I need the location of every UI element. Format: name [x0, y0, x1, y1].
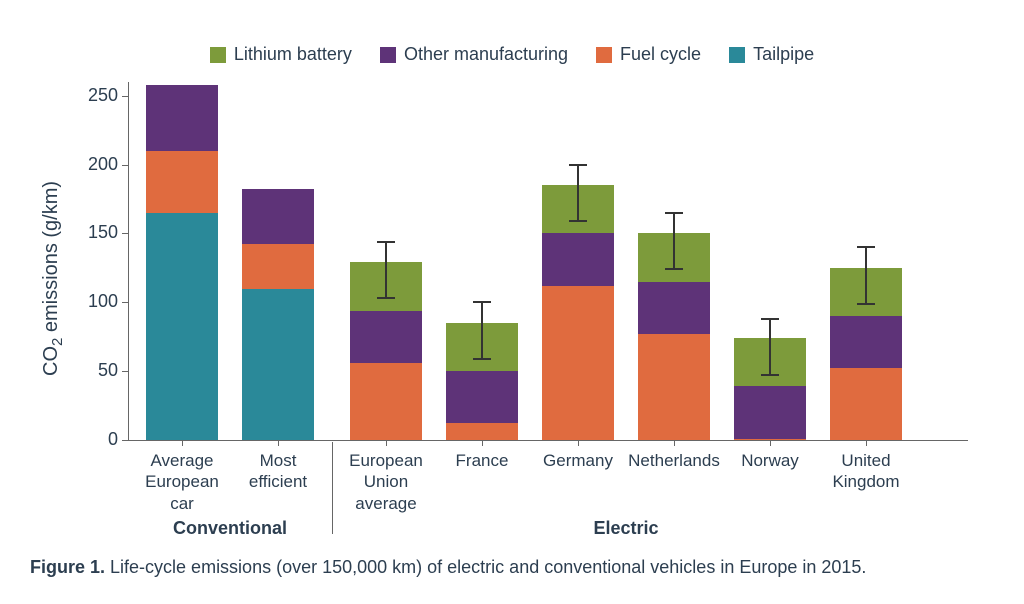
error-bar-cap-high [569, 164, 587, 166]
figure-caption: Figure 1. Life-cycle emissions (over 150… [30, 554, 990, 580]
error-bar-cap-low [569, 220, 587, 222]
error-bar-cap-low [665, 268, 683, 270]
group-label-electric: Electric [330, 518, 922, 539]
figure-container: Lithium battery Other manufacturing Fuel c… [0, 0, 1024, 604]
y-tick-label: 200 [68, 154, 118, 175]
bar-germany [542, 82, 614, 440]
y-tick-label: 100 [68, 291, 118, 312]
y-tick-label: 250 [68, 85, 118, 106]
legend-label-other_mfg: Other manufacturing [404, 44, 568, 65]
y-axis-line [128, 82, 129, 440]
y-tick [122, 233, 128, 234]
error-bar-stem [865, 247, 867, 303]
bar-avg_eu_car [146, 82, 218, 440]
error-bar-stem [577, 165, 579, 221]
error-bar-stem [673, 213, 675, 269]
bar-seg-fuel_cycle [350, 363, 422, 440]
error-bar-cap-low [377, 297, 395, 299]
error-bar-cap-high [377, 241, 395, 243]
bar-seg-other_mfg [350, 311, 422, 363]
legend-item-tailpipe: Tailpipe [729, 44, 814, 65]
bar-seg-other_mfg [830, 316, 902, 368]
legend: Lithium battery Other manufacturing Fuel c… [0, 44, 1024, 65]
x-tick [278, 440, 279, 446]
bar-label-germany: Germany [523, 450, 633, 471]
bar-seg-fuel_cycle [242, 244, 314, 288]
x-tick [674, 440, 675, 446]
bar-seg-other_mfg [542, 233, 614, 285]
bar-label-france: France [427, 450, 537, 471]
bar-seg-other_mfg [638, 282, 710, 334]
error-bar-cap-high [761, 318, 779, 320]
bar-seg-tailpipe [242, 289, 314, 440]
bar-france [446, 82, 518, 440]
bar-norway [734, 82, 806, 440]
bar-label-most_eff: Mostefficient [223, 450, 333, 493]
bar-eu_avg [350, 82, 422, 440]
caption-prefix: Figure 1. [30, 557, 105, 577]
error-bar-cap-high [473, 301, 491, 303]
x-tick [482, 440, 483, 446]
x-tick [182, 440, 183, 446]
plot-area: 050100150200250AverageEuropeancarMosteff… [128, 82, 968, 440]
bar-label-eu_avg: EuropeanUnionaverage [331, 450, 441, 514]
legend-label-lithium: Lithium battery [234, 44, 352, 65]
caption-text: Life-cycle emissions (over 150,000 km) o… [110, 557, 866, 577]
error-bar-cap-high [665, 212, 683, 214]
error-bar-cap-low [857, 303, 875, 305]
y-tick [122, 165, 128, 166]
group-label-conventional: Conventional [126, 518, 334, 539]
y-axis-label: CO2 emissions (g/km) [40, 181, 66, 376]
bar-seg-fuel_cycle [146, 151, 218, 213]
bar-label-norway: Norway [715, 450, 825, 471]
x-tick [770, 440, 771, 446]
legend-swatch-lithium [210, 47, 226, 63]
legend-item-fuel_cycle: Fuel cycle [596, 44, 701, 65]
bar-most_eff [242, 82, 314, 440]
bar-seg-other_mfg [446, 371, 518, 423]
error-bar-stem [481, 302, 483, 358]
error-bar-cap-high [857, 246, 875, 248]
error-bar-cap-low [473, 358, 491, 360]
bar-seg-other_mfg [146, 85, 218, 151]
legend-item-other_mfg: Other manufacturing [380, 44, 568, 65]
y-tick [122, 371, 128, 372]
y-tick [122, 440, 128, 441]
x-tick [386, 440, 387, 446]
y-tick-label: 50 [68, 360, 118, 381]
legend-label-fuel_cycle: Fuel cycle [620, 44, 701, 65]
bar-seg-other_mfg [734, 386, 806, 438]
error-bar-stem [769, 319, 771, 375]
bar-seg-fuel_cycle [446, 423, 518, 440]
bar-uk [830, 82, 902, 440]
x-tick [866, 440, 867, 446]
error-bar-cap-low [761, 374, 779, 376]
x-axis-line [128, 440, 968, 441]
legend-swatch-tailpipe [729, 47, 745, 63]
bar-seg-fuel_cycle [830, 368, 902, 440]
bar-seg-other_mfg [242, 189, 314, 244]
y-tick [122, 96, 128, 97]
bar-label-avg_eu_car: AverageEuropeancar [127, 450, 237, 514]
bar-seg-fuel_cycle [638, 334, 710, 440]
y-tick-label: 150 [68, 222, 118, 243]
legend-swatch-other_mfg [380, 47, 396, 63]
bar-label-uk: UnitedKingdom [811, 450, 921, 493]
bar-netherlands [638, 82, 710, 440]
bar-label-netherlands: Netherlands [619, 450, 729, 471]
y-tick-label: 0 [68, 429, 118, 450]
bar-seg-tailpipe [146, 213, 218, 440]
legend-item-lithium: Lithium battery [210, 44, 352, 65]
x-tick [578, 440, 579, 446]
y-tick [122, 302, 128, 303]
bar-seg-fuel_cycle [542, 286, 614, 440]
error-bar-stem [385, 242, 387, 298]
legend-swatch-fuel_cycle [596, 47, 612, 63]
legend-label-tailpipe: Tailpipe [753, 44, 814, 65]
